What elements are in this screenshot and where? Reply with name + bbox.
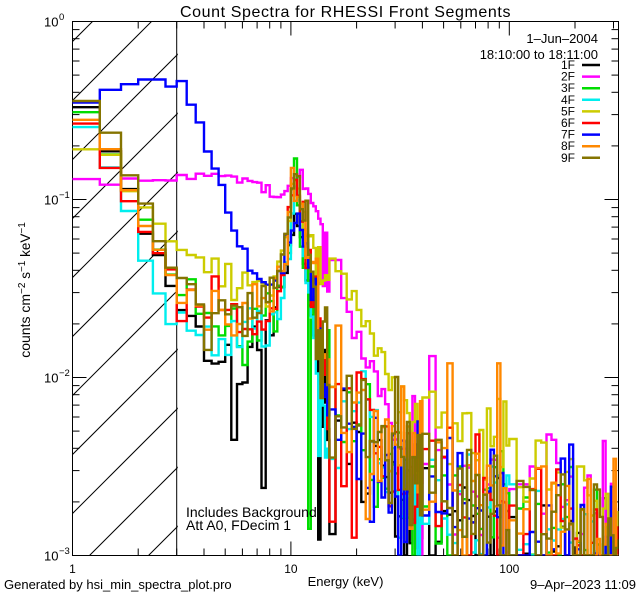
svg-text:0: 0 [59, 12, 64, 23]
svg-text:10: 10 [44, 549, 58, 564]
svg-text:8F: 8F [561, 139, 575, 153]
svg-text:10: 10 [44, 193, 58, 208]
svg-text:Count Spectra for RHESSI Front: Count Spectra for RHESSI Front Segments [180, 4, 511, 21]
svg-text:Energy (keV): Energy (keV) [308, 574, 384, 589]
svg-text:10: 10 [284, 562, 298, 576]
svg-text:Att A0, FDecim 1: Att A0, FDecim 1 [186, 517, 291, 533]
svg-text:10: 10 [44, 371, 58, 386]
svg-text:6F: 6F [561, 116, 575, 130]
svg-text:9F: 9F [561, 151, 575, 165]
svg-text:100: 100 [499, 562, 519, 576]
svg-text:18:10:00 to 18:11:00: 18:10:00 to 18:11:00 [480, 47, 598, 62]
svg-text:Generated by hsi_min_spectra_p: Generated by hsi_min_spectra_plot.pro [4, 577, 232, 592]
svg-text:−2: −2 [59, 368, 70, 379]
svg-text:2F: 2F [561, 70, 575, 84]
svg-text:3F: 3F [561, 81, 575, 95]
svg-text:1: 1 [69, 562, 76, 576]
svg-text:−1: −1 [59, 190, 70, 201]
svg-text:9–Apr–2023 11:09: 9–Apr–2023 11:09 [530, 577, 636, 592]
svg-text:1F: 1F [561, 58, 575, 72]
svg-text:7F: 7F [561, 128, 575, 142]
svg-text:−3: −3 [59, 546, 70, 557]
svg-text:1–Jun–2004: 1–Jun–2004 [526, 31, 598, 46]
svg-text:counts cm−2 s−1 keV−1: counts cm−2 s−1 keV−1 [17, 222, 33, 358]
svg-text:10: 10 [44, 15, 58, 30]
svg-text:5F: 5F [561, 104, 575, 118]
svg-text:4F: 4F [561, 93, 575, 107]
svg-text:Includes Background: Includes Background [186, 504, 317, 520]
